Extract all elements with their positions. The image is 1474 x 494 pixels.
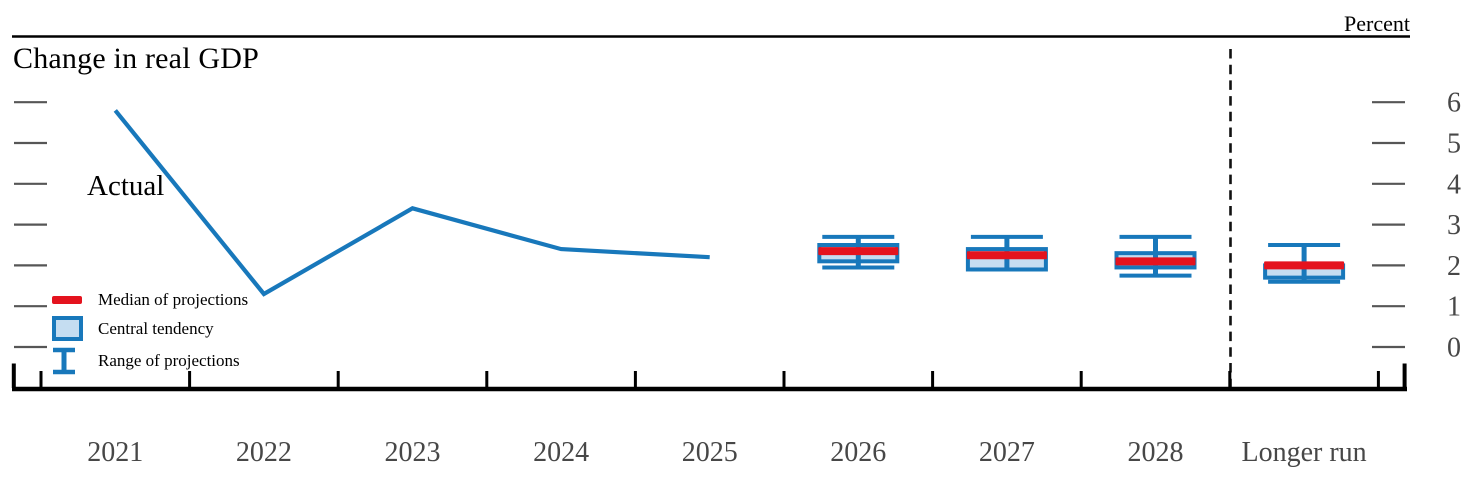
legend-icon-cell — [52, 316, 98, 341]
median-bar — [1264, 261, 1345, 270]
x-tick-label: 2026 — [830, 437, 886, 468]
y-tick-label: 1 — [1447, 292, 1461, 323]
chart-title: Change in real GDP — [13, 42, 260, 75]
legend-item-range: Range of projections — [52, 347, 240, 375]
legend-icon-cell — [52, 296, 98, 304]
projection-box-2027 — [965, 234, 1048, 272]
y-axis-unit-label: Percent — [1344, 11, 1410, 36]
legend-label-range: Range of projections — [98, 351, 240, 370]
y-tick-label: 6 — [1447, 88, 1461, 119]
projection-box-longer-run — [1263, 243, 1346, 284]
y-tick-label: 4 — [1447, 169, 1461, 200]
legend-item-central-tendency: Central tendency — [52, 316, 214, 341]
x-tick-label: 2024 — [533, 437, 589, 468]
x-tick-label: 2027 — [979, 437, 1035, 468]
legend-icon-cell — [52, 347, 98, 375]
legend-label-median: Median of projections — [98, 290, 249, 309]
actual-series-label: Actual — [87, 170, 165, 202]
y-tick-label: 5 — [1447, 129, 1461, 160]
y-tick-label: 3 — [1447, 210, 1461, 241]
median-swatch-icon — [52, 296, 82, 304]
legend-item-median: Median of projections — [52, 290, 248, 310]
y-tick-label: 0 — [1447, 333, 1461, 364]
median-bar — [818, 247, 899, 256]
median-bar — [1115, 257, 1196, 266]
x-tick-label: 2025 — [682, 437, 738, 468]
x-tick-label: 2021 — [87, 437, 143, 468]
legend-label-central-tendency: Central tendency — [98, 318, 214, 338]
actual-line — [113, 109, 710, 297]
x-tick-label: Longer run — [1242, 437, 1367, 468]
x-tick-label: 2023 — [385, 437, 441, 468]
x-tick-label: 2028 — [1128, 437, 1184, 468]
central-tendency-swatch-icon — [52, 316, 83, 341]
projection-box-2026 — [817, 234, 900, 270]
range-whisker-icon — [53, 347, 75, 375]
median-bar — [966, 251, 1047, 260]
projection-box-2028 — [1114, 234, 1197, 278]
y-tick-label: 2 — [1447, 251, 1461, 282]
x-tick-label: 2022 — [236, 437, 292, 468]
